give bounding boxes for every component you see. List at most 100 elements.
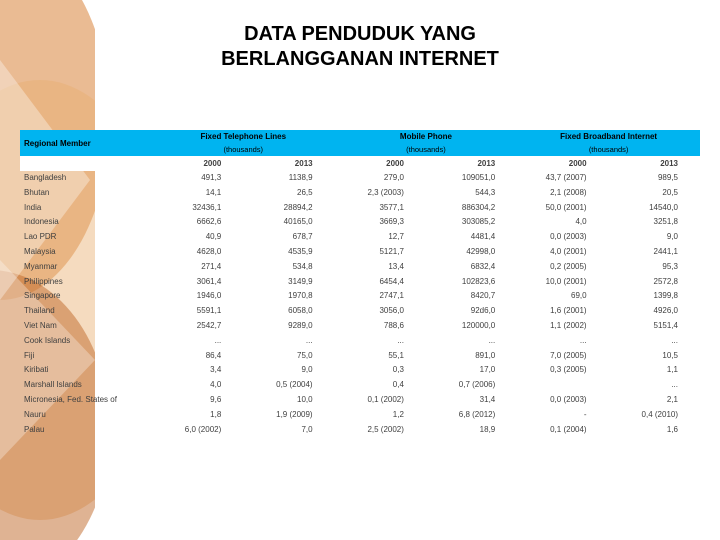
cell-value: 20,5: [609, 186, 700, 201]
cell-value: 12,7: [335, 230, 426, 245]
table-row: Singapore1946,01970,82747,18420,769,0139…: [20, 289, 700, 304]
cell-value: 0,7 (2006): [426, 378, 517, 393]
cell-value: 1,9 (2009): [243, 408, 334, 423]
cell-value: 544,3: [426, 186, 517, 201]
col-sub-1: (thousands): [335, 143, 518, 156]
cell-value: 1399,8: [609, 289, 700, 304]
cell-value: 1,2: [335, 408, 426, 423]
table-row: Palau6,0 (2002)7,02,5 (2002)18,90,1 (200…: [20, 423, 700, 438]
data-table-container: Regional Member Fixed Telephone Lines Mo…: [20, 130, 700, 437]
cell-value: 1970,8: [243, 289, 334, 304]
table-row: Indonesia6662,640165,03669,3303085,24,03…: [20, 215, 700, 230]
cell-value: 10,0 (2001): [517, 275, 608, 290]
cell-value: 271,4: [152, 260, 243, 275]
cell-value: 4628,0: [152, 245, 243, 260]
cell-value: 0,4: [335, 378, 426, 393]
cell-value: 279,0: [335, 171, 426, 186]
row-name: Fiji: [20, 349, 152, 364]
col-sub-2: (thousands): [517, 143, 700, 156]
table-row: Cook Islands..................: [20, 334, 700, 349]
page-title: DATA PENDUDUK YANG BERLANGGANAN INTERNET: [0, 22, 720, 72]
row-name: Myanmar: [20, 260, 152, 275]
cell-value: 26,5: [243, 186, 334, 201]
yr-3: 2013: [426, 156, 517, 171]
table-row: Micronesia, Fed. States of9,610,00,1 (20…: [20, 393, 700, 408]
table-row: Philippines3061,43149,96454,4102823,610,…: [20, 275, 700, 290]
cell-value: 32436,1: [152, 201, 243, 216]
row-name: Cook Islands: [20, 334, 152, 349]
cell-value: 7,0: [243, 423, 334, 438]
cell-value: 0,0 (2003): [517, 230, 608, 245]
cell-value: 1138,9: [243, 171, 334, 186]
cell-value: 0,1 (2002): [335, 393, 426, 408]
cell-value: 788,6: [335, 319, 426, 334]
row-name: Philippines: [20, 275, 152, 290]
cell-value: 0,2 (2005): [517, 260, 608, 275]
cell-value: 1,8: [152, 408, 243, 423]
cell-value: 2,1 (2008): [517, 186, 608, 201]
cell-value: ...: [152, 334, 243, 349]
cell-value: 491,3: [152, 171, 243, 186]
cell-value: 4926,0: [609, 304, 700, 319]
cell-value: 8420,7: [426, 289, 517, 304]
cell-value: 1,1 (2002): [517, 319, 608, 334]
table-row: Fiji86,475,055,1891,07,0 (2005)10,5: [20, 349, 700, 364]
cell-value: 18,9: [426, 423, 517, 438]
cell-value: ...: [335, 334, 426, 349]
table-row: Kiribati3,49,00,317,00,3 (2005)1,1: [20, 363, 700, 378]
cell-value: 43,7 (2007): [517, 171, 608, 186]
row-name: India: [20, 201, 152, 216]
table-row: Myanmar271,4534,813,46832,40,2 (2005)95,…: [20, 260, 700, 275]
cell-value: 55,1: [335, 349, 426, 364]
cell-value: 1,1: [609, 363, 700, 378]
data-table: Regional Member Fixed Telephone Lines Mo…: [20, 130, 700, 437]
cell-value: 4535,9: [243, 245, 334, 260]
table-row: Thailand5591,16058,03056,092d6,01,6 (200…: [20, 304, 700, 319]
row-name: Lao PDR: [20, 230, 152, 245]
cell-value: 14,1: [152, 186, 243, 201]
col-group-0: Fixed Telephone Lines: [152, 130, 335, 143]
cell-value: 6058,0: [243, 304, 334, 319]
cell-value: 7,0 (2005): [517, 349, 608, 364]
cell-value: 3149,9: [243, 275, 334, 290]
cell-value: 0,0 (2003): [517, 393, 608, 408]
yr-4: 2000: [517, 156, 608, 171]
cell-value: 1,6: [609, 423, 700, 438]
cell-value: 4,0 (2001): [517, 245, 608, 260]
row-name: Marshall Islands: [20, 378, 152, 393]
cell-value: 2572,8: [609, 275, 700, 290]
cell-value: 50,0 (2001): [517, 201, 608, 216]
cell-value: 303085,2: [426, 215, 517, 230]
table-row: Bangladesh491,31138,9279,0109051,043,7 (…: [20, 171, 700, 186]
cell-value: ...: [609, 334, 700, 349]
row-name: Bhutan: [20, 186, 152, 201]
cell-value: 6,0 (2002): [152, 423, 243, 438]
cell-value: 6662,6: [152, 215, 243, 230]
cell-value: 13,4: [335, 260, 426, 275]
cell-value: 4,0: [517, 215, 608, 230]
cell-value: 120000,0: [426, 319, 517, 334]
cell-value: 9,6: [152, 393, 243, 408]
table-row: Lao PDR40,9678,712,74481,40,0 (2003)9,0: [20, 230, 700, 245]
table-row: Bhutan14,126,52,3 (2003)544,32,1 (2008)2…: [20, 186, 700, 201]
cell-value: 28894,2: [243, 201, 334, 216]
row-name: Singapore: [20, 289, 152, 304]
cell-value: 2,5 (2002): [335, 423, 426, 438]
row-name: Micronesia, Fed. States of: [20, 393, 152, 408]
cell-value: 0,1 (2004): [517, 423, 608, 438]
cell-value: 3061,4: [152, 275, 243, 290]
yr-2: 2000: [335, 156, 426, 171]
cell-value: 4,0: [152, 378, 243, 393]
cell-value: ...: [609, 378, 700, 393]
cell-value: 42998,0: [426, 245, 517, 260]
cell-value: 0,5 (2004): [243, 378, 334, 393]
cell-value: 9,0: [243, 363, 334, 378]
table-row: Malaysia4628,04535,95121,742998,04,0 (20…: [20, 245, 700, 260]
cell-value: 75,0: [243, 349, 334, 364]
cell-value: 989,5: [609, 171, 700, 186]
cell-value: 92d6,0: [426, 304, 517, 319]
cell-value: ...: [243, 334, 334, 349]
cell-value: 678,7: [243, 230, 334, 245]
cell-value: 10,5: [609, 349, 700, 364]
cell-value: 534,8: [243, 260, 334, 275]
